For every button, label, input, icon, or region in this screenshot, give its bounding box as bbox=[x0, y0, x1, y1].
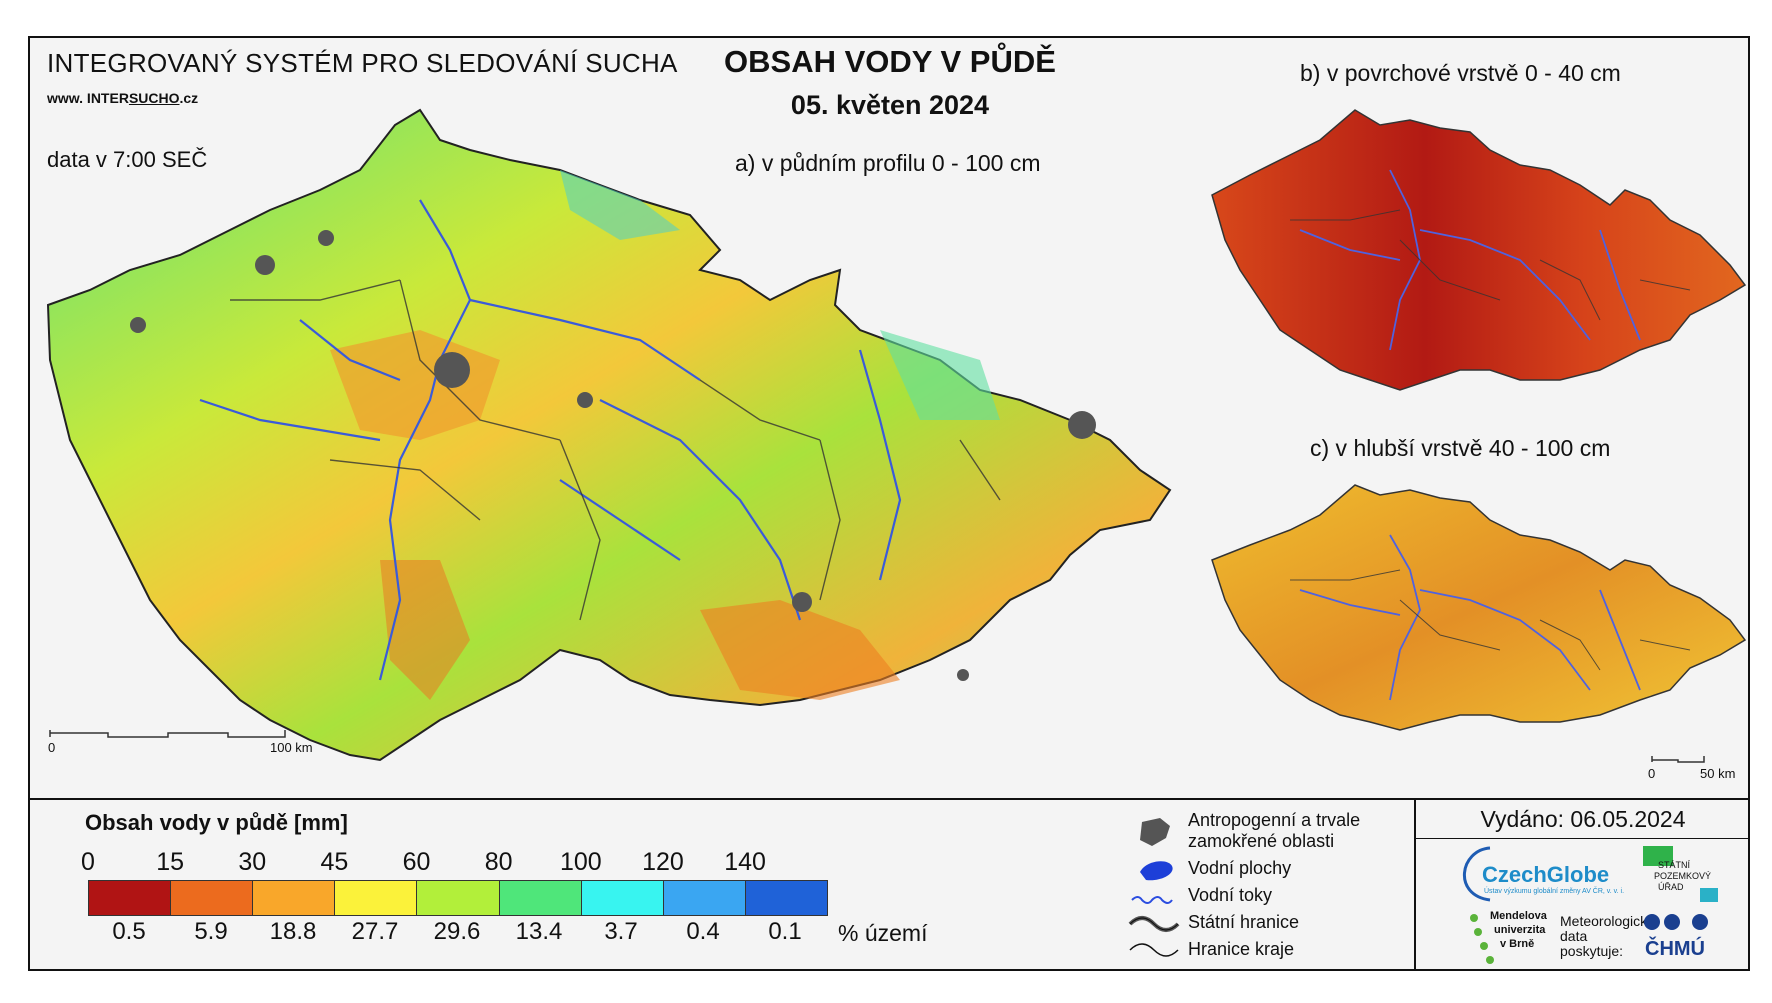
legend-percent: 27.7 bbox=[351, 918, 399, 945]
anthropogenic-label-1: Antropogenní a trvale bbox=[1188, 810, 1361, 830]
legend-title: Obsah vody v půdě [mm] bbox=[85, 810, 348, 835]
spu-line2: POZEMKOVÝ bbox=[1654, 871, 1712, 881]
legend-color-swatch bbox=[499, 881, 582, 915]
scale-c-end: 50 km bbox=[1700, 766, 1736, 781]
water-body-icon bbox=[1140, 861, 1173, 881]
page-date: 05. květen 2024 bbox=[790, 90, 990, 120]
state-border-icon-inner bbox=[1129, 917, 1179, 931]
legend-color-swatch bbox=[581, 881, 664, 915]
map-a-blue-north bbox=[560, 170, 680, 240]
map-a-urban-areas bbox=[130, 230, 1096, 681]
spu-line1: STÁTNÍ bbox=[1658, 860, 1691, 870]
scale-bar-a bbox=[49, 730, 286, 738]
scale-c-start: 0 bbox=[1648, 766, 1656, 781]
mendel-line2: univerzita bbox=[1494, 924, 1546, 936]
spu-line3: ÚŘAD bbox=[1658, 882, 1684, 892]
meteo-line2: data bbox=[1560, 928, 1588, 944]
meteo-line1: Meteorologická bbox=[1560, 913, 1655, 929]
legend-percents: 0.5 5.9 18.8 27.7 29.6 13.4 3.7 0.4 0.1 bbox=[88, 918, 826, 948]
spu-logo-mark-2 bbox=[1700, 888, 1718, 902]
map-a-orange-south bbox=[700, 600, 900, 700]
legend-color-bar bbox=[88, 880, 828, 916]
page-title: OBSAH VODY V PŮDĚ bbox=[724, 44, 1056, 79]
legend-percent: 0.4 bbox=[686, 918, 720, 945]
web-prefix: www. INTER bbox=[47, 90, 129, 106]
map-a-rivers bbox=[199, 199, 902, 681]
percent-area-label: % území bbox=[838, 920, 928, 946]
urban-area-icon bbox=[1140, 818, 1170, 846]
map-b-country bbox=[1211, 109, 1747, 391]
map-c-label: c) v hlubší vrstvě 40 - 100 cm bbox=[1310, 435, 1611, 461]
legend-color-swatch bbox=[663, 881, 746, 915]
region-border-icon bbox=[1129, 943, 1179, 957]
legend-percent: 18.8 bbox=[269, 918, 317, 945]
state-border-label: Státní hranice bbox=[1188, 912, 1300, 932]
legend-percent: 3.7 bbox=[604, 918, 638, 945]
legend-color-swatch bbox=[417, 881, 500, 915]
scale-bar-c bbox=[1651, 756, 1705, 763]
legend-color-swatch bbox=[745, 881, 827, 915]
legend-tick: 100 bbox=[559, 848, 602, 876]
legend-tick: 140 bbox=[724, 848, 766, 876]
web-brand: SUCHO bbox=[128, 90, 180, 106]
czechglobe-name: CzechGlobe bbox=[1482, 862, 1610, 887]
legend-tick: 80 bbox=[484, 848, 513, 876]
legend-color-swatch bbox=[253, 881, 336, 915]
czechglobe-subtitle: Ústav výzkumu globální změny AV ČR, v. v… bbox=[1484, 888, 1625, 895]
legend-tick: 60 bbox=[402, 848, 431, 876]
chmu-name: ČHMÚ bbox=[1645, 938, 1705, 960]
map-a-country bbox=[46, 108, 1172, 762]
legend-tick: 0 bbox=[81, 848, 95, 876]
map-c-rivers bbox=[1299, 534, 1641, 701]
map-c-country bbox=[1211, 484, 1747, 731]
legend-divider bbox=[28, 798, 1750, 800]
issued-divider bbox=[1414, 838, 1750, 839]
map-a-label: a) v půdním profilu 0 - 100 cm bbox=[735, 150, 1041, 176]
legend-percent: 5.9 bbox=[194, 918, 228, 945]
data-time: data v 7:00 SEČ bbox=[47, 147, 208, 172]
mendel-line3: v Brně bbox=[1500, 938, 1535, 950]
legend-tick: 30 bbox=[238, 848, 267, 876]
stream-icon bbox=[1131, 896, 1173, 904]
map-b-regions bbox=[1290, 209, 1691, 321]
legend-tick: 120 bbox=[642, 848, 684, 876]
legend-tick: 15 bbox=[156, 848, 185, 876]
meteo-line3: poskytuje: bbox=[1560, 943, 1624, 959]
legend-color-swatch bbox=[335, 881, 418, 915]
mendel-line1: Mendelova bbox=[1490, 910, 1547, 922]
region-border-label: Hranice kraje bbox=[1188, 939, 1295, 959]
map-b-label: b) v povrchové vrstvě 0 - 40 cm bbox=[1300, 60, 1621, 86]
map-c-regions bbox=[1290, 569, 1691, 671]
map-a-regions bbox=[230, 279, 1001, 621]
map-a-blue-ne bbox=[880, 330, 1000, 420]
scale-a-end: 100 km bbox=[270, 740, 313, 755]
legend-color-swatch bbox=[89, 881, 172, 915]
spu-logo-mark bbox=[1643, 846, 1673, 866]
legend-percent: 0.5 bbox=[112, 918, 146, 945]
legend-ticks: 0 15 30 45 60 80 100 120 140 bbox=[81, 848, 828, 878]
anthropogenic-label-2: zamokřené oblasti bbox=[1188, 831, 1335, 851]
legend-color-swatch bbox=[171, 881, 254, 915]
legend-percent: 13.4 bbox=[515, 918, 563, 945]
web-suffix: .cz bbox=[179, 90, 199, 106]
footer-divider bbox=[1414, 798, 1416, 971]
scale-a-start: 0 bbox=[48, 740, 56, 755]
legend-percent: 29.6 bbox=[433, 918, 481, 945]
streams-label: Vodní toky bbox=[1188, 885, 1273, 905]
system-title: INTEGROVANÝ SYSTÉM PRO SLEDOVÁNÍ SUCHA bbox=[47, 48, 678, 78]
map-a-orange-sw bbox=[380, 560, 470, 700]
website-link[interactable]: www. INTERSUCHO.cz bbox=[47, 90, 198, 106]
water-bodies-label: Vodní plochy bbox=[1188, 858, 1292, 878]
legend-percent: 0.1 bbox=[768, 918, 802, 945]
issued-date: Vydáno: 06.05.2024 bbox=[1480, 806, 1686, 832]
legend-tick: 45 bbox=[320, 848, 349, 876]
